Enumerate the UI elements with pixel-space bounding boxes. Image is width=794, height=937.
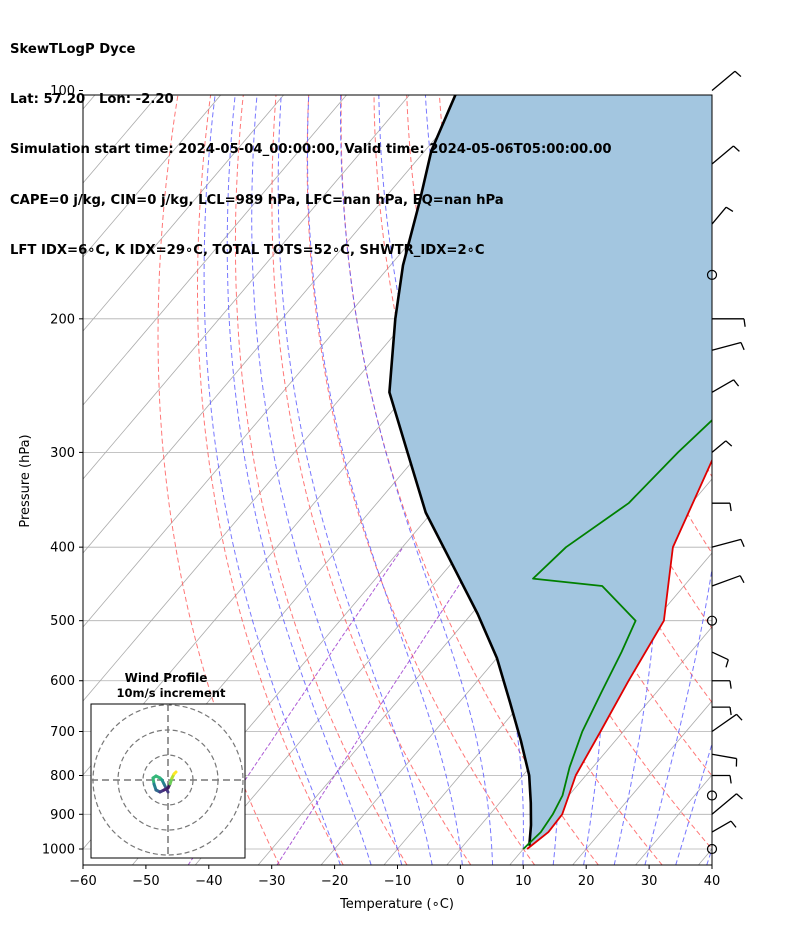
y-tick-label: 300 <box>50 446 75 461</box>
hodograph-title: Wind Profile <box>125 671 208 685</box>
wind-barb <box>711 651 729 668</box>
x-ticks: −60 −50 −40 −30 −20 −10 0 10 20 30 40 <box>69 865 720 889</box>
wind-barb <box>712 680 732 689</box>
x-tick-label: 40 <box>704 874 721 889</box>
wind-barb <box>711 70 742 91</box>
y-tick-label: 100 <box>50 84 75 99</box>
dry-adiabat-line <box>271 95 472 865</box>
x-tick-label: 20 <box>578 874 595 889</box>
profile-series <box>388 95 712 850</box>
wind-barb <box>711 206 734 225</box>
wind-barb <box>711 753 738 767</box>
dewpoint-line <box>522 419 712 850</box>
header-indices-line: LFT IDX=6∘C, K IDX=29∘C, TOTAL TOTS=52∘C… <box>10 243 485 259</box>
wind-barb <box>711 820 737 833</box>
isotherm-line <box>83 95 410 480</box>
y-tick-label: 900 <box>50 808 75 823</box>
hodograph-inset: Wind Profile 10m/s increment <box>90 671 246 859</box>
moist-adiabat-line <box>203 95 341 865</box>
x-tick-label: 10 <box>515 874 532 889</box>
wind-barb <box>711 379 740 393</box>
isotherm-line <box>83 95 285 332</box>
y-tick-label: 200 <box>50 312 75 327</box>
moist-adiabat-line <box>277 95 433 865</box>
header-title: SkewTLogP Dyce <box>10 41 136 57</box>
dry-adiabat-line <box>765 91 794 866</box>
header-times: Simulation start time: 2024-05-04_00:00:… <box>10 142 612 158</box>
wind-barb <box>711 713 743 733</box>
wind-barbs <box>706 70 746 855</box>
hodograph-trace-segment <box>172 770 178 776</box>
wind-barb <box>712 502 732 512</box>
x-tick-label: −30 <box>258 874 285 889</box>
parcel-profile-line <box>388 95 533 846</box>
wind-barb <box>712 318 746 327</box>
moist-adiabat-line <box>251 95 403 865</box>
wind-barb <box>711 793 743 815</box>
wind-barb <box>712 774 732 784</box>
header-location: Lat: 57.20 Lon: -2.20 <box>10 91 174 107</box>
y-tick-label: 600 <box>50 674 75 689</box>
moist-adiabat-line <box>339 95 494 865</box>
y-tick-label: 700 <box>50 725 75 740</box>
temperature-line <box>526 458 712 850</box>
moist-adiabat-line <box>307 95 463 865</box>
y-tick-label: 400 <box>50 541 75 556</box>
header-cape-line: CAPE=0 j/kg, CIN=0 j/kg, LCL=989 hPa, LF… <box>10 192 504 208</box>
chart-header: SkewTLogP Dyce Lat: 57.20 Lon: -2.20 Sim… <box>10 8 612 277</box>
isotherm-line <box>698 848 712 865</box>
cin-shade <box>389 95 712 849</box>
x-tick-label: 30 <box>641 874 658 889</box>
y-tick-label: 500 <box>50 614 75 629</box>
isotherm-line <box>83 95 473 554</box>
isotherm-line <box>509 626 712 865</box>
x-tick-label: −60 <box>69 874 96 889</box>
x-tick-label: 0 <box>456 874 464 889</box>
moist-adiabat-line <box>378 95 524 865</box>
isotherm-line <box>83 95 222 258</box>
isotherm-line <box>572 700 712 865</box>
hodograph-subtitle: 10m/s increment <box>117 686 226 700</box>
x-axis-label: Temperature (∘C) <box>339 897 454 912</box>
x-tick-label: −10 <box>384 874 411 889</box>
y-tick-label: 800 <box>50 769 75 784</box>
mixing-ratio-line <box>276 546 485 865</box>
moist-adiabat-line <box>706 847 712 865</box>
isotherm-line <box>383 478 712 865</box>
x-tick-label: −50 <box>132 874 159 889</box>
wind-barb <box>711 538 745 548</box>
wind-barb <box>711 440 733 453</box>
cape-cin-shading <box>389 95 712 849</box>
dry-adiabat-line <box>197 95 344 865</box>
wind-barb <box>712 706 732 716</box>
dry-adiabat-line <box>700 95 712 133</box>
moist-adiabat-line <box>226 95 372 865</box>
x-tick-label: −20 <box>321 874 348 889</box>
dry-adiabat-line <box>234 95 408 865</box>
x-tick-label: −40 <box>195 874 222 889</box>
isotherm-line <box>83 95 348 406</box>
dry-adiabat-line <box>732 91 794 866</box>
dry-adiabat-line <box>306 95 536 865</box>
wind-barb <box>711 341 745 351</box>
y-ticks: 1000 900 800 700 600 500 400 300 200 100 <box>42 84 83 858</box>
y-tick-label: 1000 <box>42 843 75 858</box>
y-axis-label: Pressure (hPa) <box>18 434 33 527</box>
wind-barb <box>711 145 740 165</box>
isotherm-line <box>761 91 794 866</box>
wind-barb <box>711 575 745 587</box>
